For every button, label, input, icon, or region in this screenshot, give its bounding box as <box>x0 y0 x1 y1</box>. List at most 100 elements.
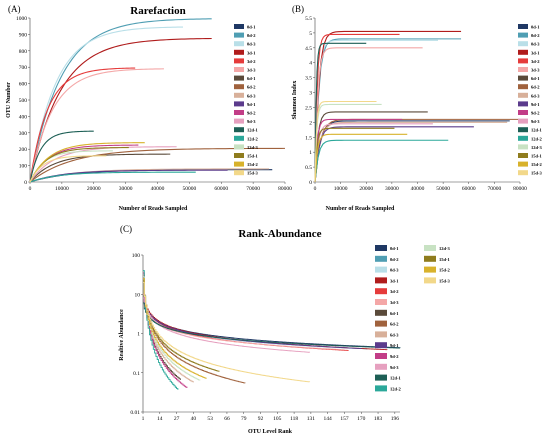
panel-a-axes: 0 10000 20000 30000 40000 50000 60000 70000 8000… <box>16 16 292 192</box>
legend-label: 15d-3 <box>531 171 543 176</box>
x-tick-label: 0 <box>314 186 317 192</box>
legend-swatch <box>375 363 387 370</box>
legend-swatch <box>234 118 244 124</box>
legend-label: 12d-3 <box>531 145 543 150</box>
x-tick-label: 30000 <box>119 186 133 192</box>
series-line-15d-3 <box>143 281 311 383</box>
legend-swatch <box>375 353 387 359</box>
panel-b-series <box>314 30 520 183</box>
legend-swatch <box>518 135 528 141</box>
legend-label: 3d-1 <box>531 50 540 55</box>
legend-swatch <box>375 266 387 273</box>
x-tick-label: 144 <box>324 416 333 422</box>
y-tick-label: 600 <box>19 82 28 88</box>
panel-c-xlabel: OTU Level Rank <box>248 429 293 435</box>
legend-swatch <box>375 342 387 349</box>
legend-label: 15d-1 <box>531 154 543 159</box>
legend-label: 6d-2 <box>247 85 256 90</box>
legend-swatch <box>375 374 387 381</box>
legend-label: 12d-2 <box>390 386 402 391</box>
series-line-0d-2 <box>29 18 212 183</box>
x-tick-label: 0 <box>29 186 32 192</box>
legend-swatch <box>234 101 244 107</box>
legend-swatch <box>375 385 387 392</box>
y-tick-label: 2 <box>309 120 312 126</box>
legend-swatch <box>234 127 244 133</box>
y-tick-label: 100 <box>132 253 141 259</box>
legend-label: 0d-2 <box>390 257 399 262</box>
x-tick-label: 20000 <box>87 186 101 192</box>
legend-swatch <box>518 153 528 158</box>
y-tick-label: 100 <box>19 164 28 170</box>
x-tick-label: 20000 <box>359 186 373 192</box>
x-tick-label: 10000 <box>334 186 348 192</box>
panel-c-label: (C) <box>120 224 132 234</box>
legend-label: 15d-3 <box>247 171 259 176</box>
series-line-12d-3 <box>314 103 382 183</box>
legend-label: 0d-3 <box>390 268 399 273</box>
series-line-6d-2 <box>143 278 246 384</box>
series-line-6d-3 <box>314 121 508 183</box>
x-tick-label: 157 <box>340 416 349 422</box>
series-line-9d-3 <box>314 123 433 183</box>
series-line-0d-3 <box>29 26 184 183</box>
panel-a-rarefaction: (A) Rarefaction 0 10000 20000 30000 40000 500… <box>6 4 292 212</box>
legend-swatch <box>375 309 387 316</box>
y-tick-label: 0.01 <box>130 410 140 416</box>
x-tick-label: 170 <box>357 416 366 422</box>
legend-swatch <box>234 49 244 55</box>
x-tick-label: 53 <box>207 416 213 422</box>
y-tick-label: 10 <box>135 292 141 298</box>
panel-b-shannon: (B) 0 10000 20000 30000 40000 50000 60000 70000… <box>292 4 543 212</box>
legend-swatch <box>518 49 528 55</box>
legend-swatch <box>234 84 244 90</box>
legend-label: 3d-3 <box>531 68 540 73</box>
legend-swatch <box>424 277 436 284</box>
panel-b-label: (B) <box>292 4 304 14</box>
series-line-15d-2 <box>143 278 207 379</box>
series-line-9d-3 <box>143 293 311 353</box>
legend-label: 0d-3 <box>531 42 540 47</box>
series-line-3d-1 <box>314 30 462 183</box>
legend-swatch <box>234 41 244 47</box>
legend-label: 6d-2 <box>531 85 540 90</box>
series-line-3d-3 <box>314 47 423 183</box>
legend-swatch <box>518 110 528 115</box>
series-line-9d-1 <box>143 295 362 349</box>
legend-label: 0d-2 <box>531 33 540 38</box>
series-line-15d-3 <box>314 100 377 183</box>
legend-swatch <box>234 58 244 64</box>
legend-label: 12d-2 <box>247 136 259 141</box>
x-tick-label: 80000 <box>513 186 527 192</box>
panel-a-series <box>29 18 286 183</box>
x-tick-label: 60000 <box>214 186 228 192</box>
series-line-12d-2 <box>29 171 196 183</box>
y-tick-label: 3.5 <box>305 76 312 82</box>
x-tick-label: 40000 <box>151 186 165 192</box>
series-line-6d-1 <box>29 153 171 183</box>
x-tick-label: 1 <box>142 416 145 422</box>
legend-label: 9d-3 <box>390 365 399 370</box>
legend-swatch <box>424 245 436 251</box>
y-tick-label: 300 <box>19 131 28 137</box>
legend-label: 12d-3 <box>439 246 451 251</box>
legend-swatch <box>375 288 387 295</box>
legend-label: 15d-2 <box>531 162 543 167</box>
panel-b-ylabel: Shannon Index <box>292 81 298 120</box>
series-line-15d-1 <box>29 147 129 183</box>
panel-a-title: Rarefaction <box>130 5 185 17</box>
legend-label: 3d-2 <box>531 59 540 64</box>
legend-label: 6d-3 <box>247 93 256 98</box>
series-line-0d-2 <box>314 38 462 183</box>
legend-swatch <box>518 144 528 150</box>
legend-swatch <box>424 255 436 262</box>
legend-swatch <box>234 153 244 158</box>
legend-swatch <box>234 135 244 141</box>
legend-label: 3d-2 <box>390 289 399 294</box>
legend-swatch <box>234 24 244 29</box>
legend-label: 9d-2 <box>531 111 540 116</box>
y-tick-label: 0 <box>24 180 27 186</box>
series-line-9d-1 <box>314 126 474 183</box>
y-tick-label: 800 <box>19 49 28 55</box>
legend-label: 15d-2 <box>247 162 259 167</box>
